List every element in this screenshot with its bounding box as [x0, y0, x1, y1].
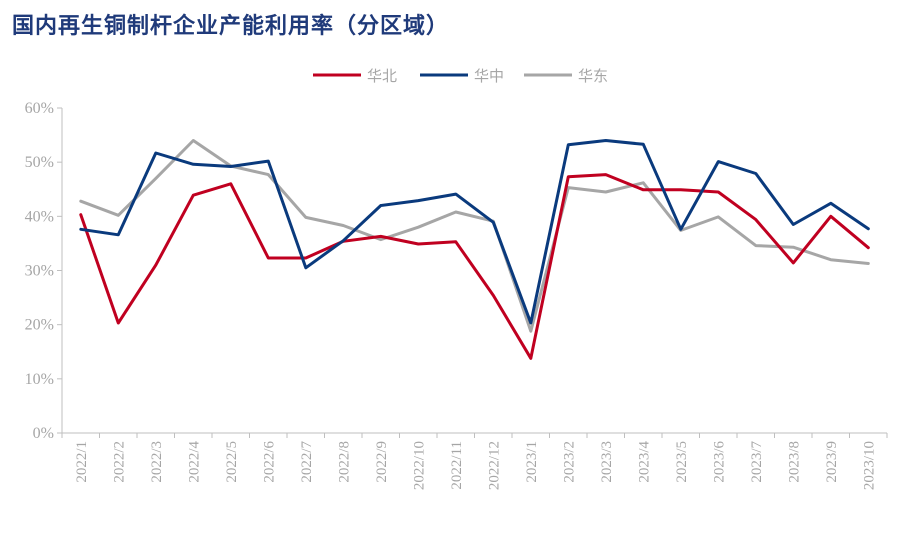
legend-label: 华中: [474, 67, 504, 85]
x-tick-label: 2022/12: [486, 441, 502, 490]
y-tick-label: 40%: [25, 208, 54, 225]
legend-label: 华东: [578, 67, 608, 85]
x-tick-label: 2022/3: [149, 441, 165, 483]
x-tick-label: 2022/2: [111, 441, 127, 483]
x-tick-label: 2022/9: [374, 441, 390, 483]
series-line: [79, 139, 870, 333]
chart-title: 国内再生铜制杆企业产能利用率（分区域）: [12, 13, 450, 39]
y-tick-label: 10%: [25, 371, 54, 388]
x-tick-label: 2022/5: [224, 441, 240, 483]
y-tick-label: 0%: [33, 425, 54, 442]
x-tick-label: 2022/6: [261, 441, 277, 483]
x-tick-label: 2023/10: [861, 441, 877, 490]
x-tick-label: 2023/4: [636, 441, 652, 483]
y-tick-label: 20%: [25, 317, 54, 334]
x-tick-label: 2023/9: [824, 441, 840, 483]
x-tick-label: 2022/7: [299, 441, 315, 483]
x-tick-label: 2023/3: [599, 441, 615, 483]
x-tick-label: 2023/2: [561, 441, 577, 483]
x-tick-label: 2023/1: [524, 441, 540, 483]
legend-label: 华北: [367, 67, 397, 85]
x-tick-label: 2023/6: [711, 441, 727, 483]
x-tick-label: 2022/8: [336, 441, 352, 483]
series-line: [79, 139, 870, 325]
x-tick-label: 2022/1: [74, 441, 90, 483]
x-tick-label: 2022/11: [449, 441, 465, 490]
y-tick-label: 50%: [25, 154, 54, 171]
x-tick-label: 2023/5: [674, 441, 690, 483]
series-line: [79, 173, 870, 360]
x-tick-label: 2023/7: [749, 441, 765, 483]
x-tick-label: 2022/10: [411, 441, 427, 490]
x-tick-label: 2022/4: [186, 441, 202, 483]
y-tick-label: 30%: [25, 263, 54, 280]
y-tick-label: 60%: [25, 100, 54, 117]
x-tick-label: 2023/8: [786, 441, 802, 483]
